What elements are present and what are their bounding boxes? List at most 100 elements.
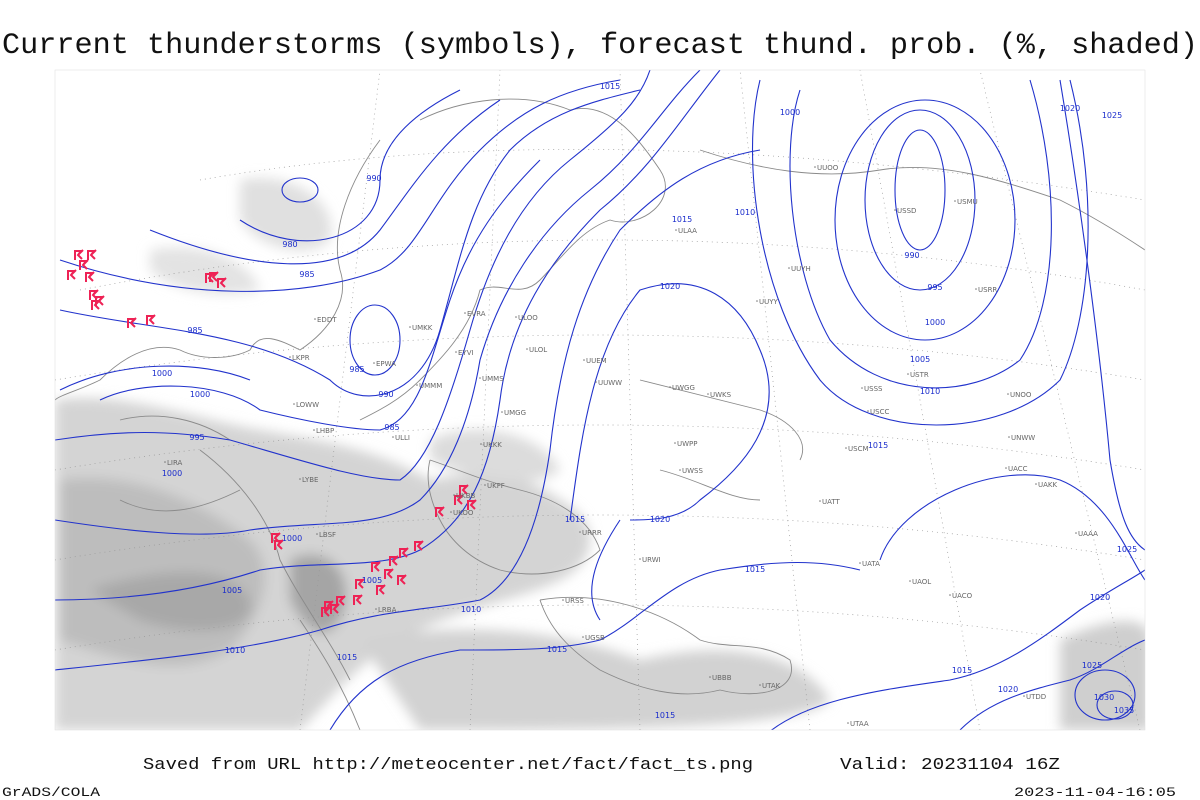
station-label: UMGG	[504, 409, 526, 417]
isobar-label: 990	[366, 174, 381, 183]
station-dot	[907, 373, 909, 375]
station-dot	[582, 636, 584, 638]
isobar-label: 985	[384, 423, 399, 432]
map-title: Current thunderstorms (symbols), forecas…	[2, 29, 1198, 63]
station-dot	[639, 558, 641, 560]
coastlines	[55, 98, 1145, 730]
isobar-label: 1020	[1090, 593, 1110, 602]
isobar-label: 1015	[600, 82, 620, 91]
isobar-label: 1000	[282, 534, 302, 543]
isobars	[55, 70, 1145, 730]
station-dot	[669, 386, 671, 388]
isobar-label: 1015	[547, 645, 567, 654]
thunderstorm-symbol	[85, 271, 95, 282]
station-label: UNWW	[1011, 434, 1035, 442]
station-dot	[909, 580, 911, 582]
station-label: ULOL	[529, 346, 547, 354]
station-dot	[975, 288, 977, 290]
station-label: UUOO	[817, 164, 839, 172]
thunderstorm-symbol	[89, 289, 99, 300]
isobar-label: 1015	[952, 666, 972, 675]
station-dot	[679, 469, 681, 471]
station-dot	[464, 312, 466, 314]
station-label: UUYH	[791, 265, 811, 273]
station-label: EPWA	[376, 360, 396, 368]
station-dot	[707, 393, 709, 395]
station-label: UUYY	[759, 298, 779, 306]
station-label: EDDT	[317, 316, 337, 324]
station-label: UMMS	[482, 375, 504, 383]
station-label: USCC	[870, 408, 889, 416]
isobar-label: 1010	[225, 646, 245, 655]
thunderstorm-symbol	[330, 603, 340, 614]
thunderstorm-symbol	[336, 595, 346, 606]
isobar-label: 1005	[222, 586, 242, 595]
station-label: LIRA	[167, 459, 183, 467]
thunderstorm-symbol	[217, 277, 227, 288]
thunderstorm-symbol	[371, 561, 381, 572]
station-dot	[453, 494, 455, 496]
station-label: URSS	[565, 597, 584, 605]
isobar-label: 1005	[362, 576, 382, 585]
station-label: LRBA	[378, 606, 397, 614]
isobar-label: 1010	[461, 605, 481, 614]
station-dot	[501, 411, 503, 413]
station-dot	[293, 403, 295, 405]
station-label: LKPR	[292, 354, 310, 362]
station-dot	[409, 326, 411, 328]
station-label: UWSS	[682, 467, 703, 475]
isobar-label: 1005	[910, 355, 930, 364]
thunderstorm-symbol	[376, 584, 386, 595]
isobar-label: 990	[378, 390, 393, 399]
station-label: UAOL	[912, 578, 931, 586]
station-dot	[1023, 695, 1025, 697]
isobar-label: 1015	[655, 711, 675, 720]
thunderstorm-symbol	[205, 272, 215, 283]
thunderstorm-symbol	[87, 249, 97, 260]
isobar-label: 1000	[152, 369, 172, 378]
station-dot	[526, 348, 528, 350]
isobar-label: 1015	[565, 515, 585, 524]
map-labels: 980 985 985 990 990 985 985 1000 1000 995 1000 1000…	[152, 82, 1137, 728]
thunderstorm-symbol	[399, 547, 409, 558]
credit-text: GrADS/COLA	[2, 785, 100, 800]
thunderstorm-symbol	[127, 317, 137, 328]
station-dot	[392, 436, 394, 438]
station-label: USMU	[957, 198, 978, 206]
station-dot	[819, 500, 821, 502]
thunderstorm-symbol	[79, 259, 89, 270]
station-label: UAKK	[1038, 481, 1058, 489]
isobar-label: 1020	[1060, 104, 1080, 113]
station-dot	[674, 442, 676, 444]
station-dot	[1007, 393, 1009, 395]
thunderstorm-symbol	[467, 499, 477, 510]
isobar-label: 1010	[920, 387, 940, 396]
station-dot	[847, 722, 849, 724]
valid-text: Valid: 20231104 16Z	[840, 756, 1060, 775]
station-dot	[788, 267, 790, 269]
probability-shading	[55, 178, 1145, 730]
station-dot	[894, 209, 896, 211]
isobar-label: 980	[282, 240, 297, 249]
station-dot	[479, 377, 481, 379]
station-dot	[1008, 436, 1010, 438]
thunderstorm-symbol	[271, 532, 281, 543]
isobar-label: 1025	[1117, 545, 1137, 554]
station-dot	[314, 318, 316, 320]
source-text: Saved from URL http://meteocenter.net/fa…	[143, 756, 753, 775]
station-dot	[455, 351, 457, 353]
station-dot	[595, 381, 597, 383]
station-dot	[579, 531, 581, 533]
station-label: UACC	[1008, 465, 1028, 473]
thunderstorm-symbols	[67, 249, 477, 617]
station-label: ULAA	[678, 227, 697, 235]
thunderstorm-symbol	[353, 594, 363, 605]
thunderstorm-symbol	[67, 269, 77, 280]
isobar-label: 1020	[660, 282, 680, 291]
station-label: UTAK	[762, 682, 781, 690]
thunderstorm-symbol	[414, 540, 424, 551]
isobar-label: 1025	[1102, 111, 1122, 120]
station-label: ULOO	[518, 314, 538, 322]
isobar-label: 985	[299, 270, 314, 279]
